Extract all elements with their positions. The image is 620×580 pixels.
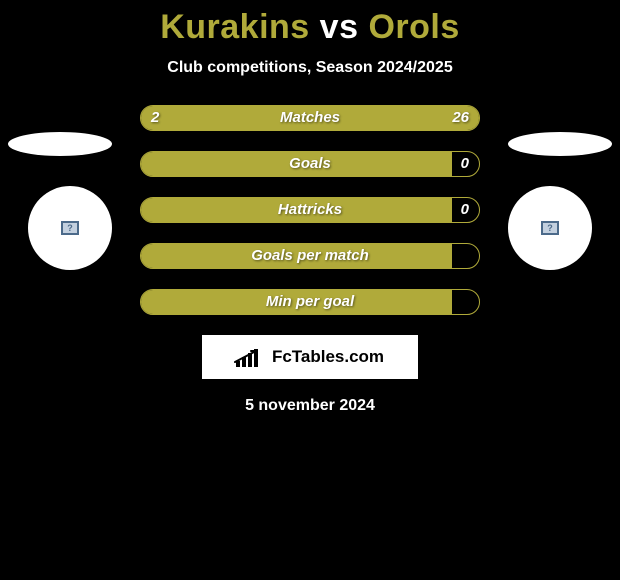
stat-row: Goals per match	[140, 243, 480, 269]
page-title: Kurakins vs Orols	[0, 8, 620, 47]
stat-label: Min per goal	[141, 290, 479, 314]
left-team-oval	[8, 132, 112, 156]
stat-row: Hattricks0	[140, 197, 480, 223]
brand-bars-icon	[236, 347, 262, 367]
footer-date: 5 november 2024	[0, 397, 620, 415]
placeholder-icon: ?	[61, 221, 79, 235]
left-team-badge: ?	[28, 186, 112, 270]
brand-box: FcTables.com	[202, 335, 418, 379]
placeholder-glyph: ?	[67, 223, 73, 233]
stat-row: Goals0	[140, 151, 480, 177]
brand-text: FcTables.com	[272, 347, 384, 367]
stat-value-right: 0	[461, 198, 469, 222]
stat-value-right: 26	[452, 106, 469, 130]
placeholder-glyph: ?	[547, 223, 553, 233]
stat-label: Hattricks	[141, 198, 479, 222]
player2-name: Orols	[368, 8, 459, 46]
stat-row: Min per goal	[140, 289, 480, 315]
right-team-oval	[508, 132, 612, 156]
player1-name: Kurakins	[160, 8, 310, 46]
placeholder-icon: ?	[541, 221, 559, 235]
vs-label: vs	[320, 8, 359, 46]
stat-label: Matches	[141, 106, 479, 130]
stat-label: Goals	[141, 152, 479, 176]
stat-value-right: 0	[461, 152, 469, 176]
stat-value-left: 2	[151, 106, 159, 130]
stat-label: Goals per match	[141, 244, 479, 268]
right-team-badge: ?	[508, 186, 592, 270]
stat-row: Matches2 26	[140, 105, 480, 131]
subtitle: Club competitions, Season 2024/2025	[0, 59, 620, 77]
